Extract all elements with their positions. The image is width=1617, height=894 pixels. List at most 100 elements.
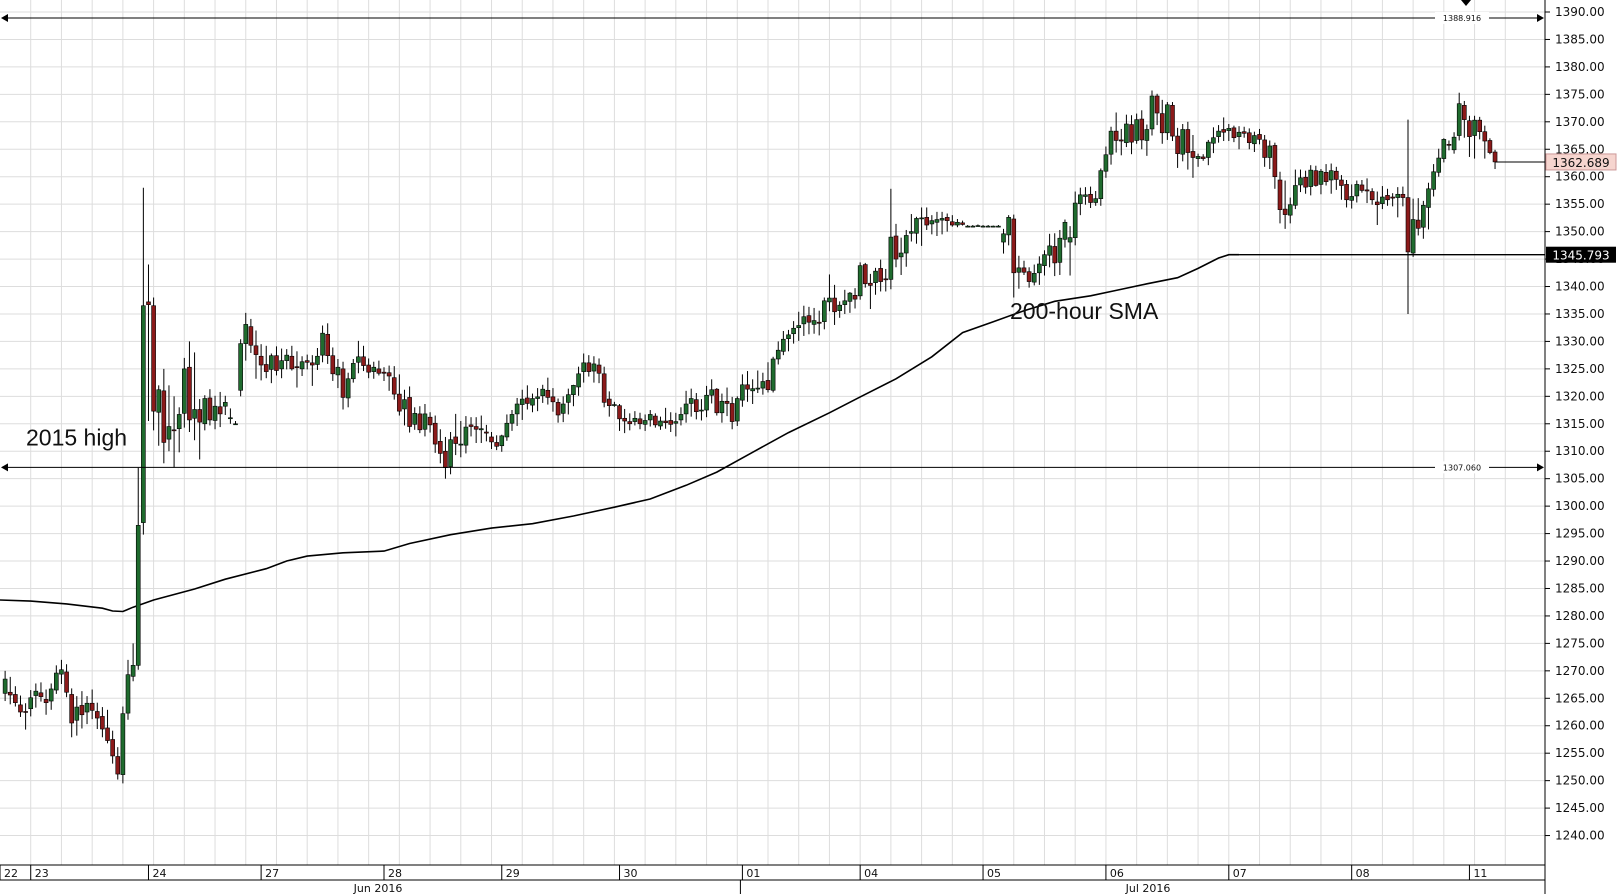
candle-body: [304, 360, 310, 363]
candle-body: [412, 413, 418, 425]
candle: [294, 351, 300, 388]
candle-body: [125, 674, 131, 714]
candle-body: [719, 400, 725, 414]
candle: [1405, 119, 1411, 314]
candle: [612, 401, 617, 407]
candle: [1328, 163, 1334, 194]
candle-body: [627, 421, 633, 425]
candle-body: [1144, 129, 1150, 141]
candle-body: [1436, 157, 1442, 173]
candle-body: [1282, 208, 1288, 215]
annotation-2015-high: 2015 high: [26, 425, 127, 451]
day-label: 08: [1356, 867, 1370, 880]
candle: [1078, 187, 1083, 216]
candle-body: [1272, 145, 1278, 178]
candle: [852, 288, 858, 309]
candle-body: [586, 362, 592, 372]
candle-body: [566, 394, 571, 403]
candle: [719, 393, 725, 423]
candle-body: [13, 694, 18, 703]
candle-body: [371, 366, 377, 372]
day-label: 30: [624, 867, 638, 880]
candle: [791, 321, 796, 344]
candle-body: [69, 694, 74, 724]
candle: [663, 407, 668, 429]
candle-body: [647, 414, 653, 421]
candle-body: [248, 326, 254, 346]
candle-body: [1426, 188, 1431, 208]
last-price-label: 1362.689: [1552, 156, 1609, 170]
candle-body: [130, 665, 136, 677]
candle: [381, 367, 387, 381]
candle: [412, 407, 418, 430]
y-tick-label: 1280.00: [1555, 609, 1605, 623]
candle: [601, 366, 607, 408]
candle: [125, 659, 131, 720]
candle: [755, 370, 761, 394]
candle: [366, 358, 371, 379]
candle-body: [1062, 221, 1068, 240]
candle-body: [499, 435, 505, 447]
candle-body: [176, 414, 182, 430]
candle: [1467, 115, 1472, 157]
candle-body: [750, 388, 755, 392]
candle-body: [1031, 273, 1037, 283]
candle-body: [54, 672, 59, 691]
candle: [151, 297, 156, 431]
candle: [1374, 191, 1380, 226]
candle-body: [1323, 172, 1329, 182]
candle: [965, 225, 970, 228]
candle-body: [919, 217, 924, 220]
candle: [1021, 260, 1027, 275]
candle-body: [135, 525, 141, 666]
candle-body: [617, 405, 622, 420]
candle-body: [832, 297, 837, 313]
candle-body: [1072, 202, 1078, 238]
candle-body: [760, 381, 766, 389]
candle: [1359, 180, 1365, 193]
candle-body: [1395, 193, 1401, 198]
candle-body: [366, 364, 371, 373]
candle: [1170, 102, 1175, 142]
candle-body: [694, 399, 699, 412]
candle-body: [146, 301, 151, 305]
candle-body: [161, 390, 167, 443]
candle: [729, 396, 735, 430]
candle: [514, 397, 520, 426]
candle: [1108, 126, 1114, 165]
candle-body: [970, 225, 976, 228]
candle: [1149, 90, 1155, 136]
y-tick-label: 1335.00: [1555, 307, 1605, 321]
candle: [23, 703, 28, 730]
candle: [432, 415, 438, 453]
horizontal-levels: 1388.916 1307.060: [1, 0, 1544, 474]
candle-body: [1067, 237, 1073, 243]
candle: [299, 356, 305, 377]
candle-body: [1405, 197, 1411, 253]
candle-body: [555, 402, 561, 416]
candle: [509, 410, 515, 431]
candle: [274, 346, 279, 376]
annotations: 2015 high 200-hour SMA: [26, 298, 1159, 450]
candle-body: [1262, 139, 1267, 158]
candle-body: [903, 235, 909, 254]
candle-body: [1093, 198, 1098, 203]
candle-body: [443, 450, 448, 468]
candle-body: [745, 384, 750, 390]
candle-body: [151, 305, 156, 412]
candle: [1042, 250, 1047, 276]
candle-body: [576, 373, 581, 388]
sma-badge: [1546, 246, 1616, 263]
candle-body: [1190, 151, 1196, 158]
candle-body: [1154, 95, 1160, 114]
candle: [996, 225, 1001, 228]
candle-body: [606, 398, 612, 406]
candle-body: [182, 368, 187, 414]
price-badges: 1362.689 1345.793: [1239, 153, 1617, 263]
candle: [182, 357, 187, 428]
candle: [888, 188, 894, 290]
candle: [1364, 178, 1370, 204]
candle: [980, 225, 986, 228]
candle-body: [837, 304, 842, 311]
candle: [1313, 165, 1319, 187]
